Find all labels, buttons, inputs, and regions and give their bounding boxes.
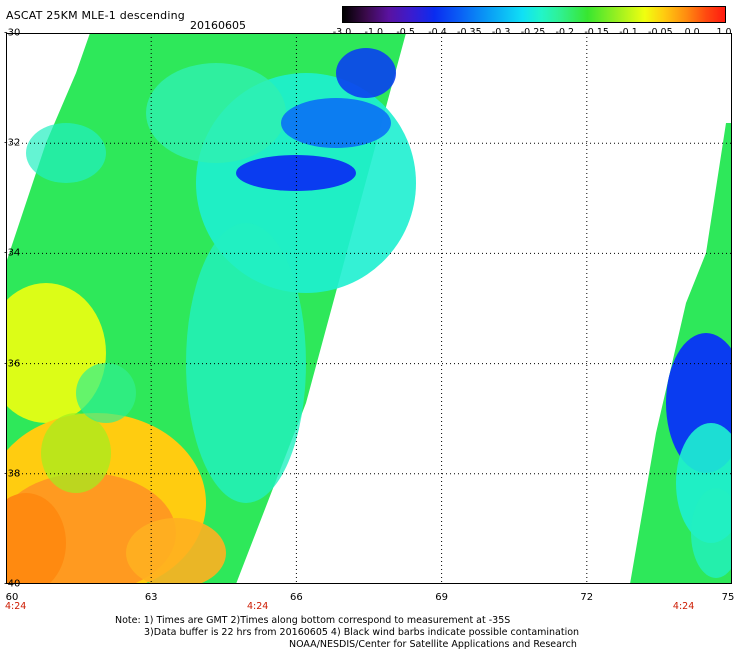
latitude-label: -30 — [4, 27, 21, 39]
colorbar-tick-label: -0.3 — [491, 27, 511, 38]
swath-orange-zone — [126, 518, 226, 584]
map-plot — [6, 33, 732, 584]
graticule — [6, 33, 732, 584]
swath-orange-zone — [6, 493, 66, 584]
swath-cyan-zone — [26, 123, 106, 183]
time-label: 4:24 — [672, 601, 695, 612]
swath-cyan-zone — [186, 223, 306, 503]
longitude-label: 69 — [435, 592, 448, 603]
latitude-label: -38 — [4, 468, 21, 480]
swath-cyan-zone — [146, 63, 286, 163]
note-line-2: 3)Data buffer is 22 hrs from 20160605 4)… — [144, 627, 580, 638]
swath-cyan-zone — [691, 488, 732, 578]
map-date: 20160605 — [190, 19, 246, 32]
swath-blue-core — [336, 48, 396, 98]
swath-lime-zone — [41, 413, 111, 493]
colorbar-tick-label: -3.0 — [332, 27, 352, 38]
plot-frame — [6, 33, 732, 584]
latitude-label: -40 — [4, 578, 21, 590]
note-line-1: Note: 1) Times are GMT 2)Times along bot… — [115, 615, 511, 626]
latitude-label: -34 — [4, 247, 21, 259]
latitude-label: -36 — [4, 358, 21, 370]
colorbar-tick-label: -0.05 — [648, 27, 673, 38]
colorbar-tick-label: -1.0 — [364, 27, 384, 38]
map-title: ASCAT 25KM MLE-1 descending — [6, 9, 185, 22]
swath-blue-zone — [281, 98, 391, 148]
longitude-label: 63 — [144, 592, 158, 603]
longitude-label: 75 — [721, 592, 735, 603]
colorbar-tick-label: -0.4 — [428, 27, 447, 38]
swath-layer — [6, 33, 732, 584]
swath-green-zone — [76, 363, 136, 423]
longitude-label: 60 — [5, 592, 19, 603]
time-label: 4:24 — [247, 601, 269, 612]
colorbar — [342, 6, 726, 23]
colorbar-tick-label: -0.1 — [619, 27, 638, 38]
colorbar-tick-label: -0.25 — [520, 27, 546, 38]
latitude-label: -32 — [4, 137, 21, 149]
colorbar-tick-label: 0.0 — [684, 27, 700, 38]
colorbar-tick-label: -0.5 — [396, 27, 415, 38]
colorbar-tick-label: -0.15 — [584, 27, 609, 38]
colorbar-tick-label: 1.0 — [716, 27, 732, 38]
longitude-label: 72 — [580, 592, 594, 603]
longitude-label: 66 — [290, 592, 303, 603]
time-label: 4:24 — [5, 601, 27, 612]
note-line-3: NOAA/NESDIS/Center for Satellite Applica… — [289, 639, 577, 650]
colorbar-tick-label: -0.2 — [555, 27, 575, 38]
colorbar-tick-label: -0.35 — [457, 27, 482, 38]
